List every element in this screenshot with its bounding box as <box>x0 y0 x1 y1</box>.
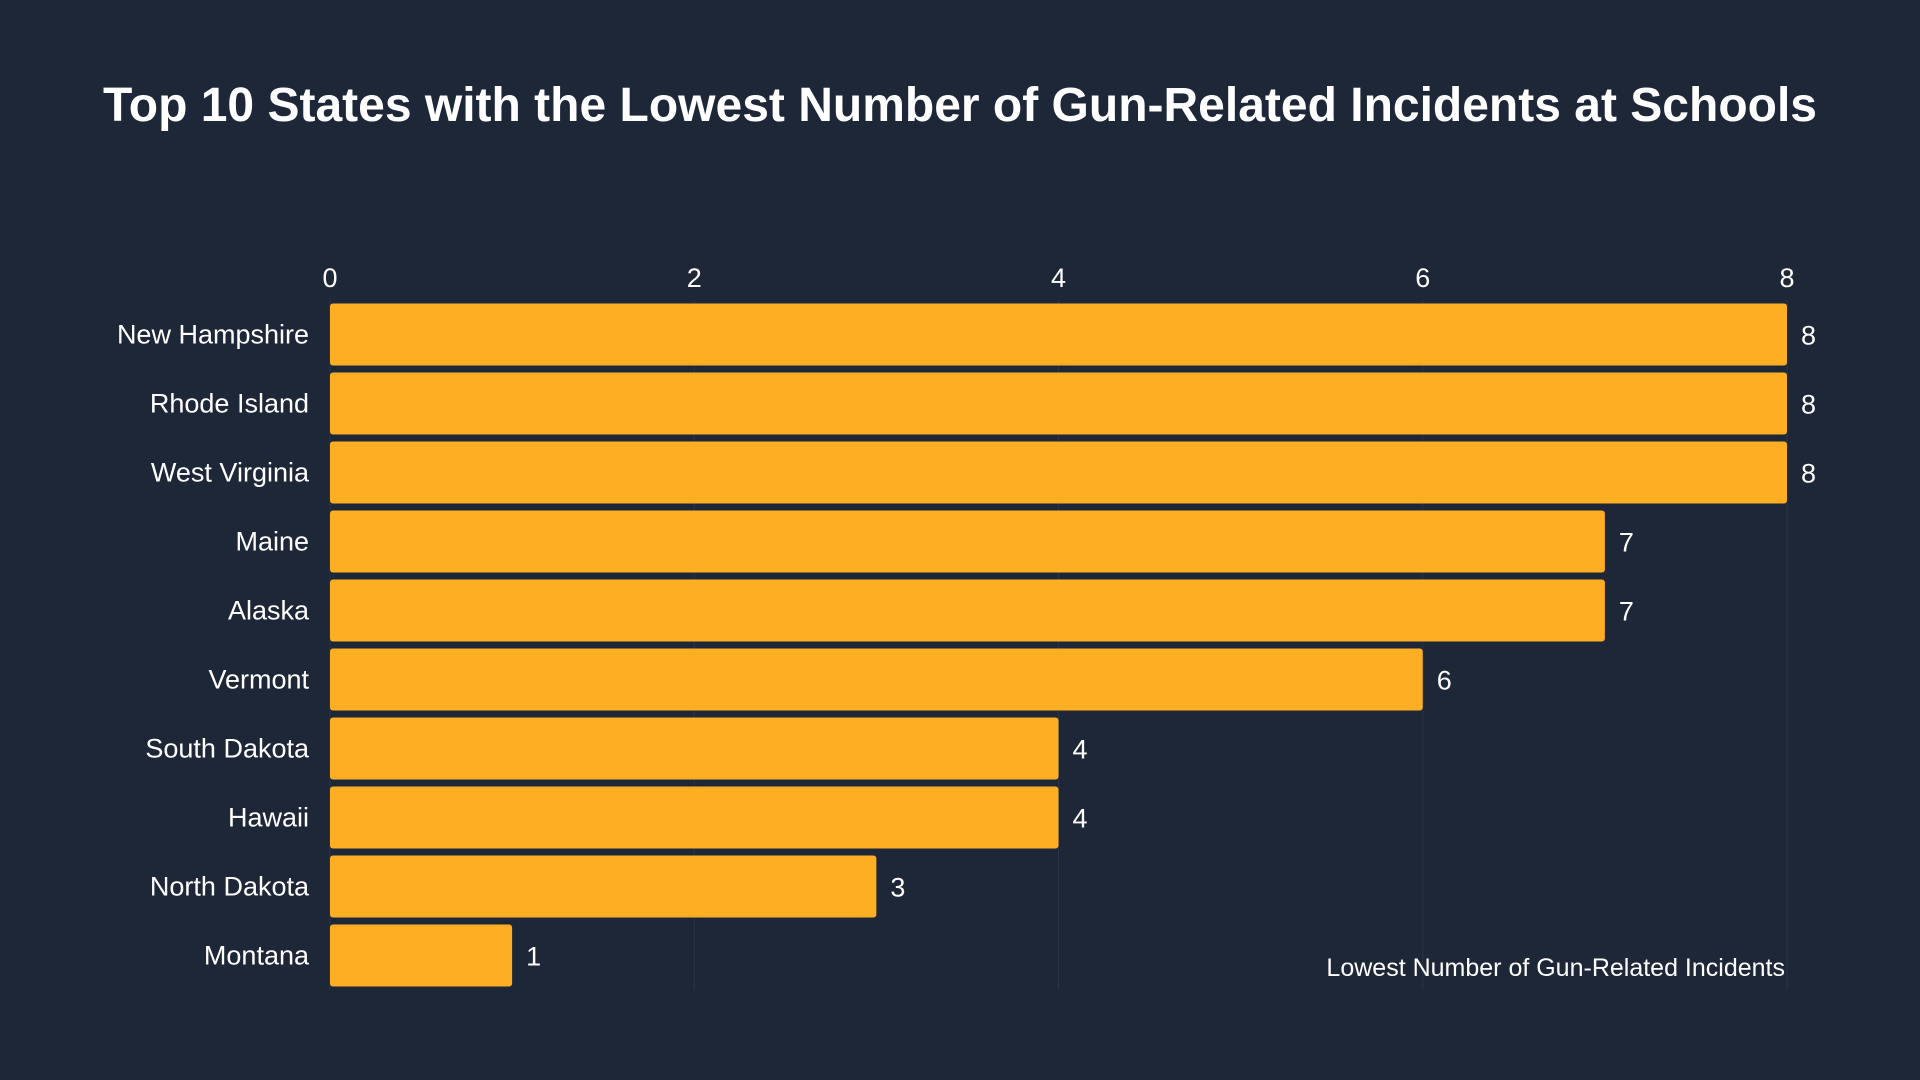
data-label: 4 <box>1073 735 1088 765</box>
bar <box>330 648 1423 711</box>
data-label: 8 <box>1801 390 1816 420</box>
chart-title: Top 10 States with the Lowest Number of … <box>103 79 1817 132</box>
category-label: Hawaii <box>228 803 309 833</box>
bar <box>330 786 1059 849</box>
bar <box>330 924 513 987</box>
bar <box>330 303 1787 366</box>
labels: 0 2 4 6 8 New Hampshire 8 Rhode Island 8 West Vir… <box>117 263 1816 982</box>
data-label: 3 <box>890 873 905 903</box>
category-label: West Virginia <box>151 458 310 488</box>
x-tick-label: 0 <box>322 263 337 293</box>
category-label: New Hampshire <box>117 320 309 350</box>
category-label: Maine <box>235 527 309 557</box>
data-label: 7 <box>1619 528 1634 558</box>
x-tick-label: 8 <box>1779 263 1794 293</box>
category-label: North Dakota <box>150 872 310 902</box>
category-label: Alaska <box>228 596 310 626</box>
bar <box>330 855 877 918</box>
x-tick-label: 4 <box>1051 263 1066 293</box>
data-label: 8 <box>1801 459 1816 489</box>
bar <box>330 510 1605 573</box>
category-label: South Dakota <box>145 734 310 764</box>
bar <box>330 717 1059 780</box>
bars <box>330 303 1787 987</box>
x-tick-label: 2 <box>687 263 702 293</box>
category-label: Vermont <box>208 665 309 695</box>
data-label: 4 <box>1073 804 1088 834</box>
category-label: Rhode Island <box>150 389 309 419</box>
bar <box>330 579 1605 642</box>
x-tick-label: 6 <box>1415 263 1430 293</box>
bar <box>330 372 1787 435</box>
data-label: 8 <box>1801 321 1816 351</box>
bar <box>330 441 1787 504</box>
data-label: 7 <box>1619 597 1634 627</box>
data-label: 1 <box>526 942 541 972</box>
data-label: 6 <box>1437 666 1452 696</box>
category-label: Montana <box>204 941 310 971</box>
x-axis-title: Lowest Number of Gun-Related Incidents <box>1326 954 1785 982</box>
